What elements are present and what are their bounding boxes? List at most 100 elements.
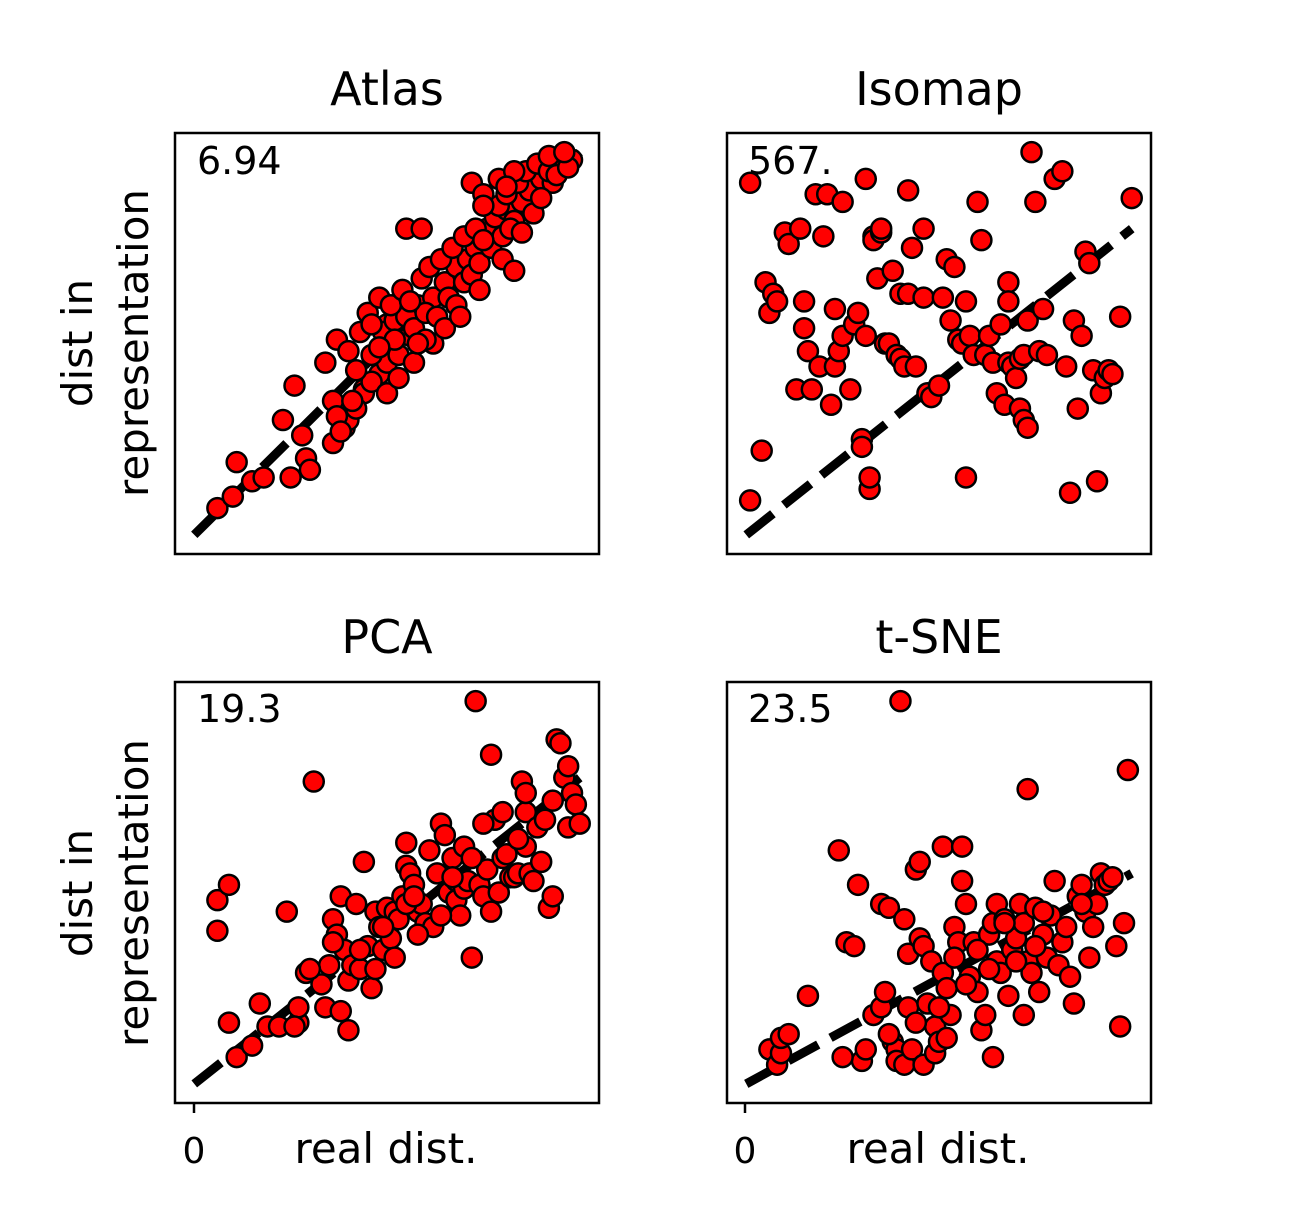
panel-isomap: Isomap 567. [725, 62, 1153, 556]
scatter-point [788, 217, 812, 240]
scatter-point [1024, 190, 1047, 214]
ylabel-bottom-line2: representation [109, 739, 158, 1047]
scatter-point [1108, 305, 1132, 328]
scatter-point [896, 179, 920, 202]
scatter-point [217, 873, 241, 897]
scatter-point [383, 946, 406, 969]
scatter-point [827, 839, 851, 862]
scatter-point [950, 835, 974, 858]
scatter-point [1054, 915, 1078, 939]
scatter-point [221, 485, 245, 508]
scatter-point [1070, 873, 1093, 897]
scatter-point [491, 800, 514, 824]
panel-title: t-SNE [875, 610, 1002, 664]
scatter-point [877, 1022, 901, 1046]
marks [191, 140, 584, 539]
scatter-point [1031, 900, 1055, 923]
scatter-point [448, 904, 472, 927]
scatter-point [800, 378, 824, 401]
scatter-point [997, 271, 1020, 294]
scatter-point [889, 689, 912, 713]
scatter-point [974, 1003, 997, 1027]
scatter-point [206, 496, 229, 520]
axes-frame [725, 131, 1153, 556]
scatter-point [1062, 992, 1086, 1015]
scatter-point [939, 309, 962, 332]
scatter-point [1120, 186, 1143, 210]
scatter-point [441, 865, 464, 889]
x-tick-label-zero: 0 [734, 1131, 757, 1172]
scatter-point [506, 827, 530, 851]
scatter-point [283, 1015, 306, 1038]
scatter-point [472, 194, 495, 217]
ylabel-top-line1: dist in [53, 279, 102, 407]
scatter-point [950, 869, 974, 893]
scatter-point [738, 489, 762, 512]
scatter-point [854, 324, 878, 348]
scatter-point [966, 938, 989, 962]
scatter-point [846, 301, 870, 325]
scatter-point [387, 366, 410, 390]
scatter-point [556, 754, 580, 778]
scatter-point [317, 953, 341, 977]
scatter-point [344, 892, 368, 916]
scatter-point [819, 393, 843, 416]
scatter-point [448, 305, 472, 328]
scatter-point [283, 374, 306, 397]
scatter-point [873, 980, 897, 1004]
scatter-point [796, 984, 820, 1008]
scatter-point [1101, 865, 1124, 889]
scatter-point [329, 999, 352, 1023]
scatter-point [1116, 758, 1140, 782]
scatter-point [943, 946, 966, 969]
scatter-point [321, 931, 345, 954]
scatter-point [410, 217, 433, 240]
scatter-point [495, 842, 518, 866]
scatter-point [429, 904, 453, 927]
scatter-point [943, 255, 966, 279]
axes-frame [725, 680, 1153, 1105]
scatter-point [954, 290, 978, 313]
scatter-point [823, 297, 847, 321]
scatter-point [966, 190, 989, 214]
scatter-point [298, 957, 322, 981]
scatter-point [337, 1019, 360, 1042]
scatter-point [279, 466, 302, 489]
scatter-point [275, 900, 299, 923]
scatter-point [900, 236, 924, 260]
scatter-point [541, 789, 564, 812]
axes-frame [173, 131, 601, 556]
scatter-point [1035, 343, 1059, 367]
scatter-point [738, 171, 762, 195]
scatter-point [495, 175, 518, 198]
scatter-point [479, 900, 503, 923]
scatter-point [553, 140, 576, 164]
scatter-point [541, 885, 564, 908]
scatter-point [1108, 1015, 1132, 1038]
scatter-point [1070, 324, 1093, 348]
xlabel-right: real dist. [847, 1124, 1030, 1173]
ylabel-bottom-line1: dist in [53, 829, 102, 957]
scatter-point [765, 290, 789, 313]
axes-frame [173, 680, 601, 1105]
scatter-point [248, 992, 272, 1015]
scatter-point [997, 984, 1020, 1008]
scatter-point [368, 336, 391, 359]
scatter-point [750, 439, 773, 462]
scatter-point [522, 869, 545, 893]
scatter-point [854, 1038, 878, 1061]
scatter-point [981, 1045, 1005, 1069]
scatter-point [371, 915, 395, 939]
scatter-point [869, 217, 893, 240]
scatter-point [217, 1011, 241, 1034]
scatter-point [398, 290, 422, 313]
scatter-point [854, 167, 878, 191]
scatter-point [271, 408, 295, 432]
scatter-point [344, 359, 368, 382]
scatter-point [935, 1026, 958, 1050]
scatter-point [993, 911, 1016, 935]
scatter-point [1105, 934, 1128, 958]
scatter-point [460, 946, 484, 969]
scatter-point [831, 190, 854, 214]
